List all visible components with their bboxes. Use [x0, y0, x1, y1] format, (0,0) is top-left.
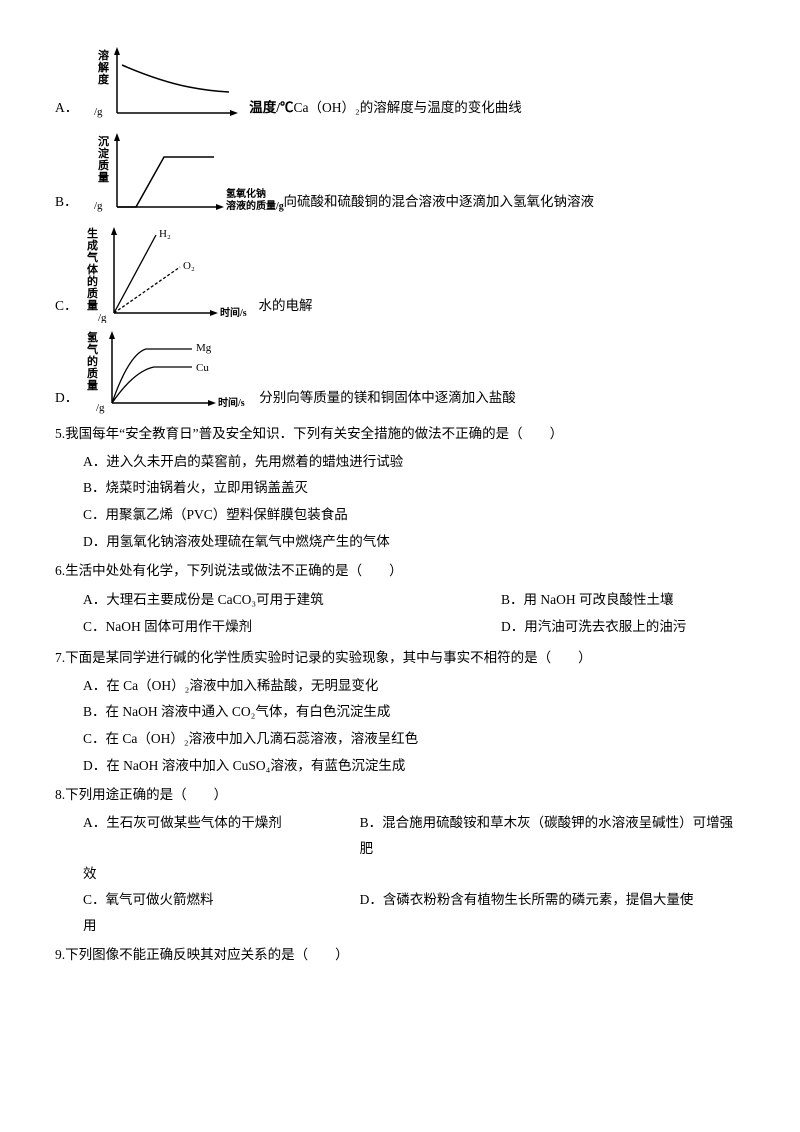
- svg-text:氢: 氢: [87, 330, 98, 344]
- svg-text:质: 质: [87, 286, 98, 300]
- chart-d-caption: 分别向等质量的镁和铜固体中逐滴加入盐酸: [259, 385, 516, 415]
- svg-text:量: 量: [87, 299, 98, 312]
- svg-text:Cu: Cu: [196, 362, 209, 374]
- q7-opt-b: B．在 NaOH 溶液中通入 CO₂气体，有白色沉淀生成: [55, 699, 745, 725]
- chart-a-svg: 溶 解 度 /g: [84, 45, 249, 125]
- q5-opt-a: A．进入久未开启的菜窖前，先用燃着的蜡烛进行试验: [55, 449, 745, 475]
- chart-a-row: A． 溶 解 度 /g 温度/℃Ca（OH）₂的溶解度与温度的变化曲线: [55, 45, 745, 125]
- q8-opt-d-tail: 用: [55, 913, 745, 939]
- chart-a-ylabel: 溶: [98, 48, 109, 62]
- chart-b-svg: 沉 淀 质 量 /g 氢氧化钠 溶液的质量/g: [84, 131, 284, 219]
- chart-a-caption: 温度/℃Ca（OH）₂的溶解度与温度的变化曲线: [249, 95, 521, 125]
- q8-opt-b-tail: 效: [55, 861, 745, 887]
- svg-text:气: 气: [86, 342, 98, 356]
- q6-stem: 6.生活中处处有化学，下列说法或做法不正确的是（ ）: [55, 558, 745, 584]
- q6-opt-d: D．用汽油可洗去衣服上的油污: [473, 614, 686, 640]
- q6-opt-a: A．大理石主要成份是 CaCO₃可用于建筑: [55, 587, 473, 613]
- chart-d-row: D． 氢 气 的 质 量 /g Mg Cu 时间/s 分别向等质量的镁和铜固体中…: [55, 329, 745, 415]
- svg-text:量: 量: [87, 379, 98, 392]
- svg-text:生: 生: [87, 226, 98, 240]
- svg-text:/g: /g: [98, 312, 107, 323]
- q6-opt-c: C．NaOH 固体可用作干燥剂: [55, 614, 473, 640]
- svg-text:解: 解: [98, 60, 109, 74]
- q8-stem: 8.下列用途正确的是（ ）: [55, 782, 745, 808]
- chart-b-caption: 向硫酸和硫酸铜的混合溶液中逐滴加入氢氧化钠溶液: [284, 189, 595, 219]
- chart-c-caption: 水的电解: [259, 293, 313, 323]
- svg-text:量: 量: [98, 171, 109, 184]
- q7-opt-c: C．在 Ca（OH）₂溶液中加入几滴石蕊溶液，溶液呈红色: [55, 726, 745, 752]
- chart-c-row: C． 生 成 气 体 的 质 量 /g H₂ O₂ 时间/s 水的电解: [55, 225, 745, 323]
- q8-opt-d: D．含磷衣粉粉含有植物生长所需的磷元素，提倡大量使: [360, 887, 745, 913]
- chart-c-letter: C．: [55, 293, 78, 323]
- svg-text:O₂: O₂: [183, 260, 195, 272]
- svg-text:Mg: Mg: [196, 342, 212, 354]
- q6-opt-b: B．用 NaOH 可改良酸性土壤: [473, 587, 674, 613]
- chart-a-letter: A．: [55, 95, 78, 125]
- chart-c-svg: 生 成 气 体 的 质 量 /g H₂ O₂ 时间/s: [84, 225, 259, 323]
- chart-d-letter: D．: [55, 385, 78, 415]
- svg-text:时间/s: 时间/s: [220, 306, 247, 319]
- svg-text:质: 质: [98, 158, 109, 172]
- q5-opt-c: C．用聚氯乙烯（PVC）塑料保鲜膜包装食品: [55, 502, 745, 528]
- chart-b-row: B． 沉 淀 质 量 /g 氢氧化钠 溶液的质量/g 向硫酸和硫酸铜的混合溶液中…: [55, 131, 745, 219]
- q9-stem: 9.下列图像不能正确反映其对应关系的是（ ）: [55, 942, 745, 968]
- svg-text:体: 体: [87, 262, 99, 276]
- svg-text:/g: /g: [94, 200, 103, 212]
- svg-text:气: 气: [86, 250, 98, 264]
- svg-text:成: 成: [87, 238, 98, 252]
- svg-text:/g: /g: [94, 106, 103, 118]
- svg-text:的: 的: [87, 274, 98, 288]
- svg-text:质: 质: [87, 366, 98, 380]
- q5-stem: 5.我国每年“安全教育日”普及安全知识．下列有关安全措施的做法不正确的是（ ）: [55, 421, 745, 447]
- q5-opt-d: D．用氢氧化钠溶液处理硫在氧气中燃烧产生的气体: [55, 529, 745, 555]
- svg-text:氢氧化钠: 氢氧化钠: [226, 187, 266, 200]
- svg-text:淀: 淀: [98, 146, 110, 160]
- svg-text:/g: /g: [96, 402, 105, 414]
- svg-text:度: 度: [98, 72, 110, 86]
- svg-text:H₂: H₂: [159, 228, 171, 240]
- q7-stem: 7.下面是某同学进行碱的化学性质实验时记录的实验现象，其中与事实不相符的是（ ）: [55, 645, 745, 671]
- chart-d-svg: 氢 气 的 质 量 /g Mg Cu 时间/s: [84, 329, 259, 415]
- svg-text:时间/s: 时间/s: [218, 396, 245, 409]
- svg-text:的: 的: [87, 354, 98, 368]
- q8-opt-a: A．生石灰可做某些气体的干燥剂: [55, 810, 360, 861]
- svg-text:溶液的质量/g: 溶液的质量/g: [226, 199, 284, 212]
- q7-opt-a: A．在 Ca（OH）₂溶液中加入稀盐酸，无明显变化: [55, 673, 745, 699]
- chart-b-letter: B．: [55, 189, 78, 219]
- q8-opt-c: C．氧气可做火箭燃料: [55, 887, 360, 913]
- q7-opt-d: D．在 NaOH 溶液中加入 CuSO₄溶液，有蓝色沉淀生成: [55, 753, 745, 779]
- svg-text:沉: 沉: [98, 134, 109, 148]
- q8-opt-b: B．混合施用硫酸铵和草木灰（碳酸钾的水溶液呈碱性）可增强肥: [360, 810, 745, 861]
- q5-opt-b: B．烧菜时油锅着火，立即用锅盖盖灭: [55, 475, 745, 501]
